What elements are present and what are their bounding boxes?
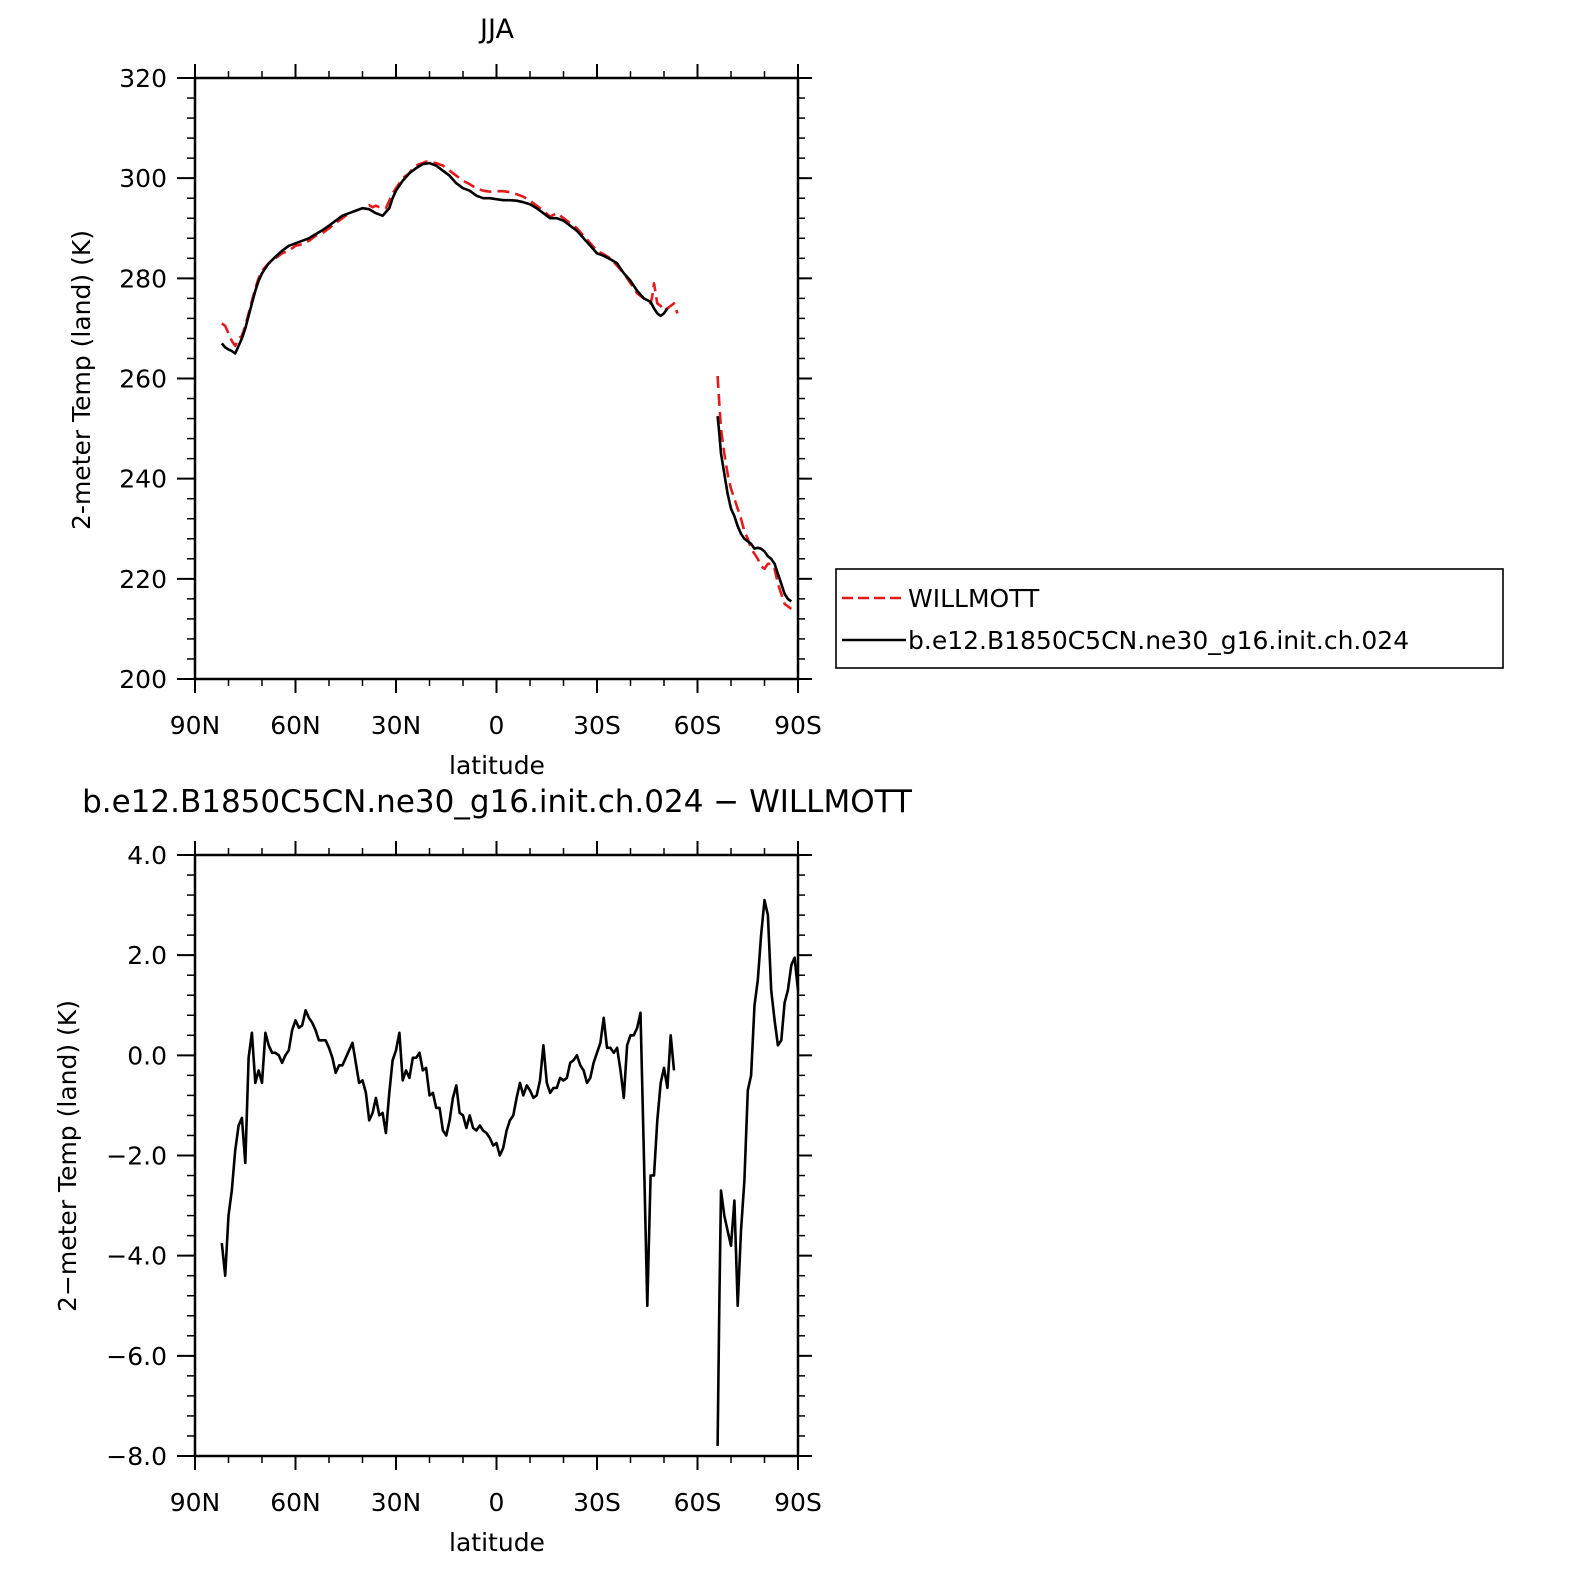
y-tick-labels: 200 220 240 260 280 300 320	[119, 64, 167, 694]
legend-label-willmott: WILLMOTT	[908, 584, 1040, 613]
series-line-willmott-seg0	[221, 160, 679, 348]
x-tick-label: 30N	[371, 1488, 422, 1517]
temperature-panel: JJA 90N 60N 30N 0 30S 60S 90S 200 220 240 260 280 3…	[67, 14, 1504, 780]
axis-ticks	[177, 841, 812, 1470]
y-tick-label: 300	[119, 164, 167, 193]
x-tick-label: 90S	[774, 1488, 822, 1517]
series-line-willmott-seg1	[716, 375, 793, 610]
y-tick-label: −8.0	[106, 1442, 167, 1471]
plot-frame	[193, 853, 800, 1458]
series-line-b-e12-b1850c5cn-ne30-g16-init-ch-024-seg1	[716, 415, 793, 603]
y-tick-label: −2.0	[106, 1142, 167, 1171]
y-axis-label: 2−meter Temp (land) (K)	[53, 1000, 82, 1312]
legend-label-model: b.e12.B1850C5CN.ne30_g16.init.ch.024	[908, 626, 1409, 655]
x-tick-label: 90N	[170, 1488, 221, 1517]
chart-title: b.e12.B1850C5CN.ne30_g16.init.ch.024 − W…	[82, 784, 913, 820]
x-tick-label: 0	[489, 1488, 505, 1517]
x-tick-label: 90S	[774, 711, 822, 740]
chart-title: JJA	[478, 14, 514, 45]
axis-ticks	[177, 64, 812, 693]
legend: WILLMOTT b.e12.B1850C5CN.ne30_g16.init.c…	[835, 568, 1504, 669]
series-lines	[220, 898, 800, 1447]
y-tick-label: 220	[119, 565, 167, 594]
y-tick-label: 320	[119, 64, 167, 93]
x-tick-labels: 90N 60N 30N 0 30S 60S 90S	[170, 1488, 822, 1517]
series-line-difference-seg1	[716, 898, 800, 1447]
y-tick-labels: 4.0 2.0 0.0 −2.0 −4.0 −6.0 −8.0	[106, 841, 167, 1471]
x-axis-label: latitude	[449, 1528, 545, 1557]
series-lines	[220, 160, 793, 610]
y-tick-label: 4.0	[127, 841, 167, 870]
x-tick-label: 60N	[270, 711, 321, 740]
series-line-b-e12-b1850c5cn-ne30-g16-init-ch-024-seg0	[220, 161, 669, 355]
x-tick-label: 0	[489, 711, 505, 740]
y-tick-label: 240	[119, 465, 167, 494]
y-tick-label: 200	[119, 665, 167, 694]
y-tick-label: 2.0	[127, 941, 167, 970]
x-tick-label: 60S	[674, 711, 722, 740]
x-tick-label: 60S	[674, 1488, 722, 1517]
plot-frame	[193, 76, 800, 681]
y-tick-label: 0.0	[127, 1041, 167, 1070]
x-tick-labels: 90N 60N 30N 0 30S 60S 90S	[170, 711, 822, 740]
x-tick-label: 30N	[371, 711, 422, 740]
x-tick-label: 30S	[573, 711, 621, 740]
x-tick-label: 30S	[573, 1488, 621, 1517]
legend-box	[835, 568, 1504, 669]
y-axis-label: 2-meter Temp (land) (K)	[67, 230, 96, 530]
y-tick-label: 260	[119, 365, 167, 394]
x-tick-label: 90N	[170, 711, 221, 740]
y-tick-label: −6.0	[106, 1342, 167, 1371]
series-line-difference-seg0	[220, 1009, 676, 1308]
x-tick-label: 60N	[270, 1488, 321, 1517]
x-axis-label: latitude	[449, 751, 545, 780]
y-tick-label: 280	[119, 264, 167, 293]
y-tick-label: −4.0	[106, 1242, 167, 1271]
difference-panel: b.e12.B1850C5CN.ne30_g16.init.ch.024 − W…	[53, 784, 913, 1557]
